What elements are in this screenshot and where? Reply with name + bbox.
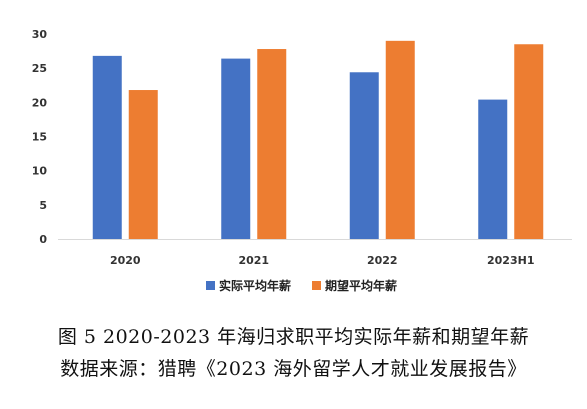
bar-actual-2023H1 bbox=[478, 99, 508, 239]
x-tick-label: 2022 bbox=[367, 254, 398, 267]
y-tick-label: 15 bbox=[32, 131, 47, 144]
legend: 实际平均年薪 期望平均年薪 bbox=[206, 278, 397, 293]
bar-actual-2020 bbox=[92, 55, 122, 239]
x-axis-ticks: 2020 2021 2022 2023H1 bbox=[110, 254, 535, 267]
bar-expected-2023H1 bbox=[514, 44, 544, 239]
legend-label: 实际平均年薪 bbox=[219, 278, 291, 293]
y-tick-label: 0 bbox=[39, 233, 47, 246]
bar-expected-2021 bbox=[257, 49, 287, 240]
legend-swatch bbox=[312, 281, 321, 290]
y-tick-label: 20 bbox=[32, 96, 48, 109]
x-tick-label: 2021 bbox=[238, 254, 269, 267]
x-tick-label: 2020 bbox=[110, 254, 141, 267]
y-tick-label: 25 bbox=[32, 62, 47, 75]
y-tick-label: 30 bbox=[32, 28, 48, 41]
figure-source: 数据来源：猎聘《2023 海外留学人才就业发展报告》 bbox=[60, 358, 527, 380]
bar-actual-2022 bbox=[349, 72, 379, 240]
x-tick-label: 2023H1 bbox=[487, 254, 534, 267]
bar-actual-2021 bbox=[221, 58, 251, 239]
legend-label: 期望平均年薪 bbox=[325, 278, 397, 293]
y-tick-label: 10 bbox=[32, 165, 48, 178]
bar-expected-2022 bbox=[385, 40, 415, 240]
bar-chart: 0 5 10 15 20 25 30 2020 2021 2022 2023H1 实际平均年薪 期望… bbox=[32, 28, 572, 293]
legend-swatch bbox=[206, 281, 215, 290]
bar-expected-2020 bbox=[128, 90, 158, 240]
bars bbox=[92, 40, 544, 240]
y-axis-ticks: 0 5 10 15 20 25 30 bbox=[32, 28, 48, 246]
figure-caption: 图 5 2020-2023 年海归求职平均实际年薪和期望年薪 bbox=[57, 326, 530, 348]
y-tick-label: 5 bbox=[39, 199, 47, 212]
